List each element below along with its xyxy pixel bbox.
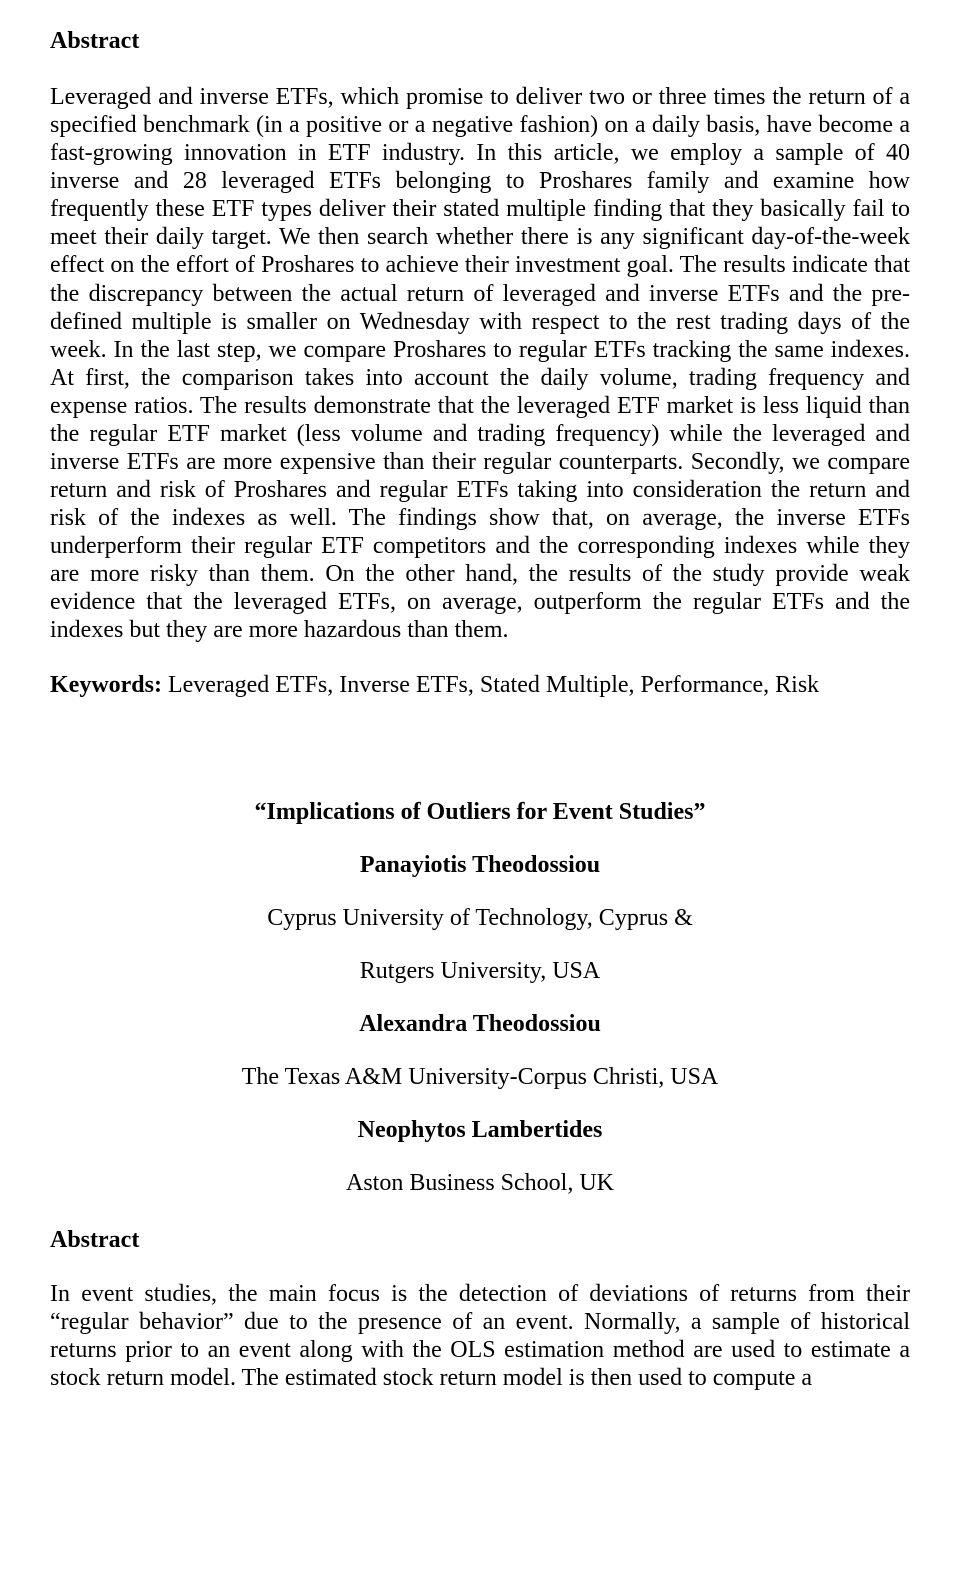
abstract-heading: Abstract (50, 1227, 910, 1254)
keywords-value: Leveraged ETFs, Inverse ETFs, Stated Mul… (168, 672, 819, 698)
page: Abstract Leveraged and inverse ETFs, whi… (0, 0, 960, 1412)
abstract-heading: Abstract (50, 28, 910, 55)
author-affiliation: The Texas A&M University-Corpus Christi,… (50, 1064, 910, 1091)
author-affiliation: Rutgers University, USA (50, 958, 910, 985)
paper-title: “Implications of Outliers for Event Stud… (50, 799, 910, 826)
author-affiliation: Cyprus University of Technology, Cyprus … (50, 905, 910, 932)
author-name: Neophytos Lambertides (50, 1117, 910, 1144)
abstract-body: Leveraged and inverse ETFs, which promis… (50, 83, 910, 645)
abstract-body: In event studies, the main focus is the … (50, 1280, 910, 1392)
author-name: Alexandra Theodossiou (50, 1011, 910, 1038)
author-affiliation: Aston Business School, UK (50, 1170, 910, 1197)
keywords-line: Keywords: Leveraged ETFs, Inverse ETFs, … (50, 671, 910, 699)
author-name: Panayiotis Theodossiou (50, 852, 910, 879)
keywords-label: Keywords: (50, 672, 168, 698)
